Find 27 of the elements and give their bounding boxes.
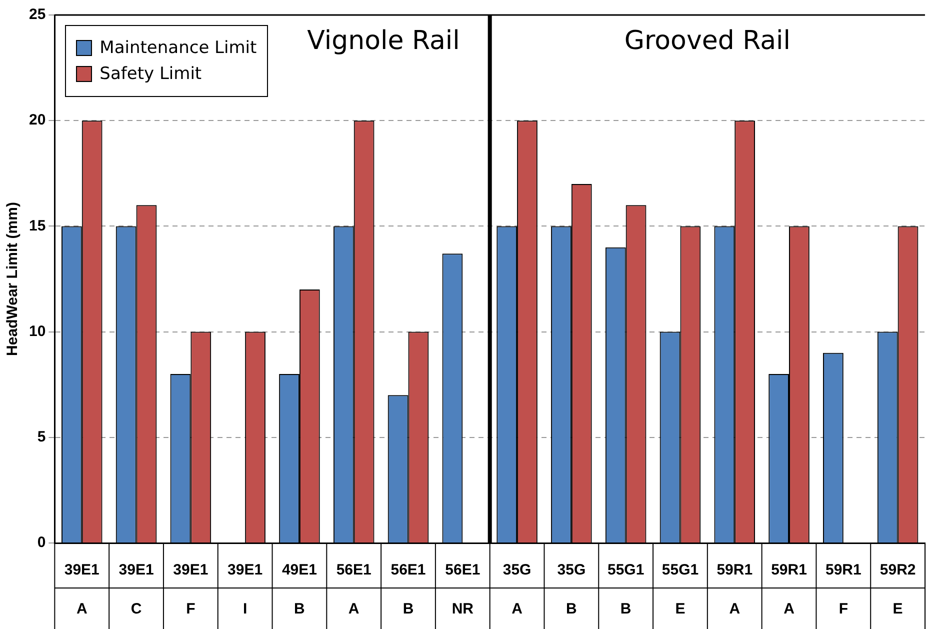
category-label: 55G1 E [662, 562, 699, 618]
category-label: 55G1 B [607, 562, 644, 618]
legend-label: Maintenance Limit [100, 38, 257, 58]
category-label: 56E1 NR [445, 562, 480, 618]
y-axis-title: HeadWear Limit (mm) [4, 202, 22, 356]
y-tick-label: 25 [28, 6, 46, 24]
category-label: 59R1 A [771, 562, 807, 618]
y-tick-label: 0 [37, 534, 46, 552]
category-label: 56E1 B [390, 562, 426, 618]
category-label: 35G B [557, 562, 586, 618]
category-label: 59R2 E [880, 562, 916, 618]
y-tick-label: 15 [28, 217, 46, 234]
y-tick-label: 5 [37, 428, 46, 446]
annotation: Vignole Rail [307, 26, 460, 56]
legend-label: Safety Limit [100, 64, 202, 84]
category-label: 39E1 C [118, 562, 154, 618]
category-label: 39E1 A [64, 562, 100, 618]
category-label: 49E1 B [282, 562, 317, 618]
category-label: 35G A [502, 562, 532, 618]
y-tick-label: 10 [28, 322, 46, 340]
category-label: 59R1 A [716, 562, 753, 618]
category-label: 59R1 F [825, 562, 862, 618]
category-label: 39E1 I [228, 562, 263, 618]
annotation: Grooved Rail [624, 26, 790, 56]
category-label: 39E1 F [173, 562, 208, 618]
y-tick-label: 20 [28, 112, 46, 129]
category-label: 56E1 A [336, 562, 372, 618]
